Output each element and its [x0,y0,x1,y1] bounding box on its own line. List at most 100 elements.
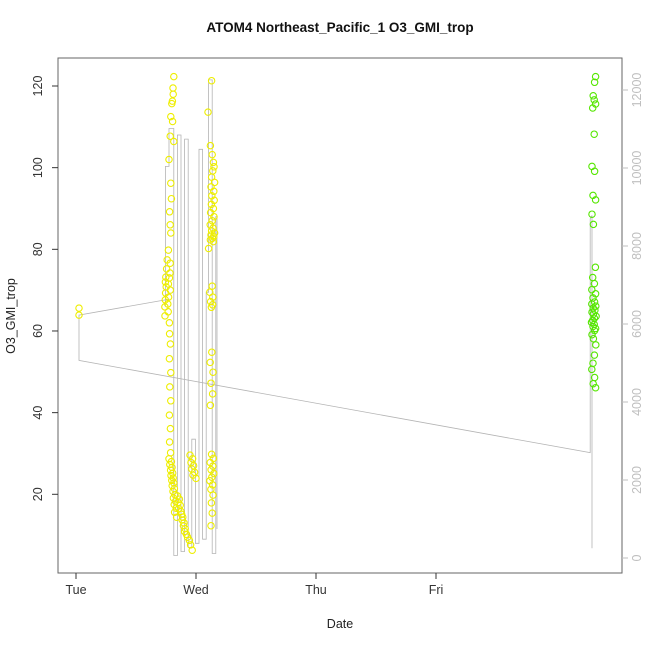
data-point [590,167,599,176]
data-point [188,546,196,554]
data-point [167,471,175,480]
data-point [164,246,173,254]
trace-line [78,215,593,549]
data-point [208,390,217,398]
data-point [210,178,219,187]
data-point [166,269,174,277]
data-point [167,112,175,121]
data-point [590,78,599,87]
data-point [162,265,171,273]
data-point [590,96,598,104]
data-point [209,158,218,167]
data-point [209,293,217,301]
data-point [591,72,600,81]
x-axis-title: Date [327,617,353,631]
data-point [188,455,197,463]
chart-title: ATOM4 Northeast_Pacific_1 O3_GMI_trop [206,20,473,35]
y-axis-title: O3_GMI_trop [4,278,18,354]
data-point [167,368,175,377]
data-point [170,137,178,146]
data-point [591,263,600,272]
data-point [204,108,212,116]
data-point [186,541,195,549]
data-point [210,187,218,196]
x-tick-label: Thu [305,583,327,597]
data-point [169,84,177,92]
data-point [166,340,175,348]
data-point [206,141,215,150]
data-point [75,311,83,319]
data-point [165,330,174,338]
data-point [209,491,217,499]
y-right-tick-label: 10000 [630,151,644,186]
data-point [167,397,175,405]
y-left-tick-label: 120 [31,76,45,97]
y-left-tick-label: 80 [31,242,45,256]
data-point [192,474,200,483]
y-left-tick-label: 40 [31,406,45,420]
data-point [207,499,216,507]
data-point [170,72,178,81]
data-point [588,365,596,374]
data-point [204,244,213,253]
y-right-tick-label: 0 [630,554,644,561]
data-point [208,216,216,225]
data-point [166,448,175,457]
data-point [590,130,598,138]
y-left-tick-label: 100 [31,157,45,178]
data-point [75,304,83,312]
data-point [207,450,216,459]
data-point [207,76,216,85]
data-point [165,319,174,327]
data-point [166,383,174,391]
x-tick-label: Fri [429,583,444,597]
data-point [209,462,217,470]
plot-box [57,57,623,574]
y-left-tick-label: 60 [31,324,45,338]
data-point [209,368,217,376]
data-point [591,196,600,204]
y-right-tick-label: 12000 [630,73,644,108]
data-point [210,469,218,478]
y-right-tick-label: 2000 [630,466,644,494]
data-point [589,92,597,100]
data-point [590,351,599,359]
data-point [167,194,176,203]
data-point [206,358,214,367]
data-points-layer [75,72,600,554]
data-point [161,296,170,304]
trace-lines-layer [78,79,593,556]
y-right-tick-label: 6000 [630,310,644,338]
data-point [208,481,217,489]
data-point [588,308,596,316]
data-point [207,379,215,387]
data-point [166,259,174,267]
data-point [165,354,174,363]
y-left-tick-label: 20 [31,487,45,501]
data-point [590,279,599,288]
data-point [588,300,596,308]
data-point [168,117,177,126]
data-point [208,192,216,200]
data-point [210,212,218,221]
data-point [208,150,216,159]
data-point [589,334,598,343]
data-point [208,234,217,243]
data-point [588,210,596,218]
data-point [209,237,218,246]
data-point [208,282,216,290]
data-point [208,348,216,356]
data-point [208,473,216,481]
data-point [165,155,173,164]
data-point [592,341,600,349]
data-point [207,521,215,530]
data-point [209,167,217,175]
data-point [588,330,596,339]
data-point [207,200,216,209]
data-point [588,285,596,294]
data-point [168,99,176,108]
data-point [162,273,170,281]
data-point [185,536,194,545]
